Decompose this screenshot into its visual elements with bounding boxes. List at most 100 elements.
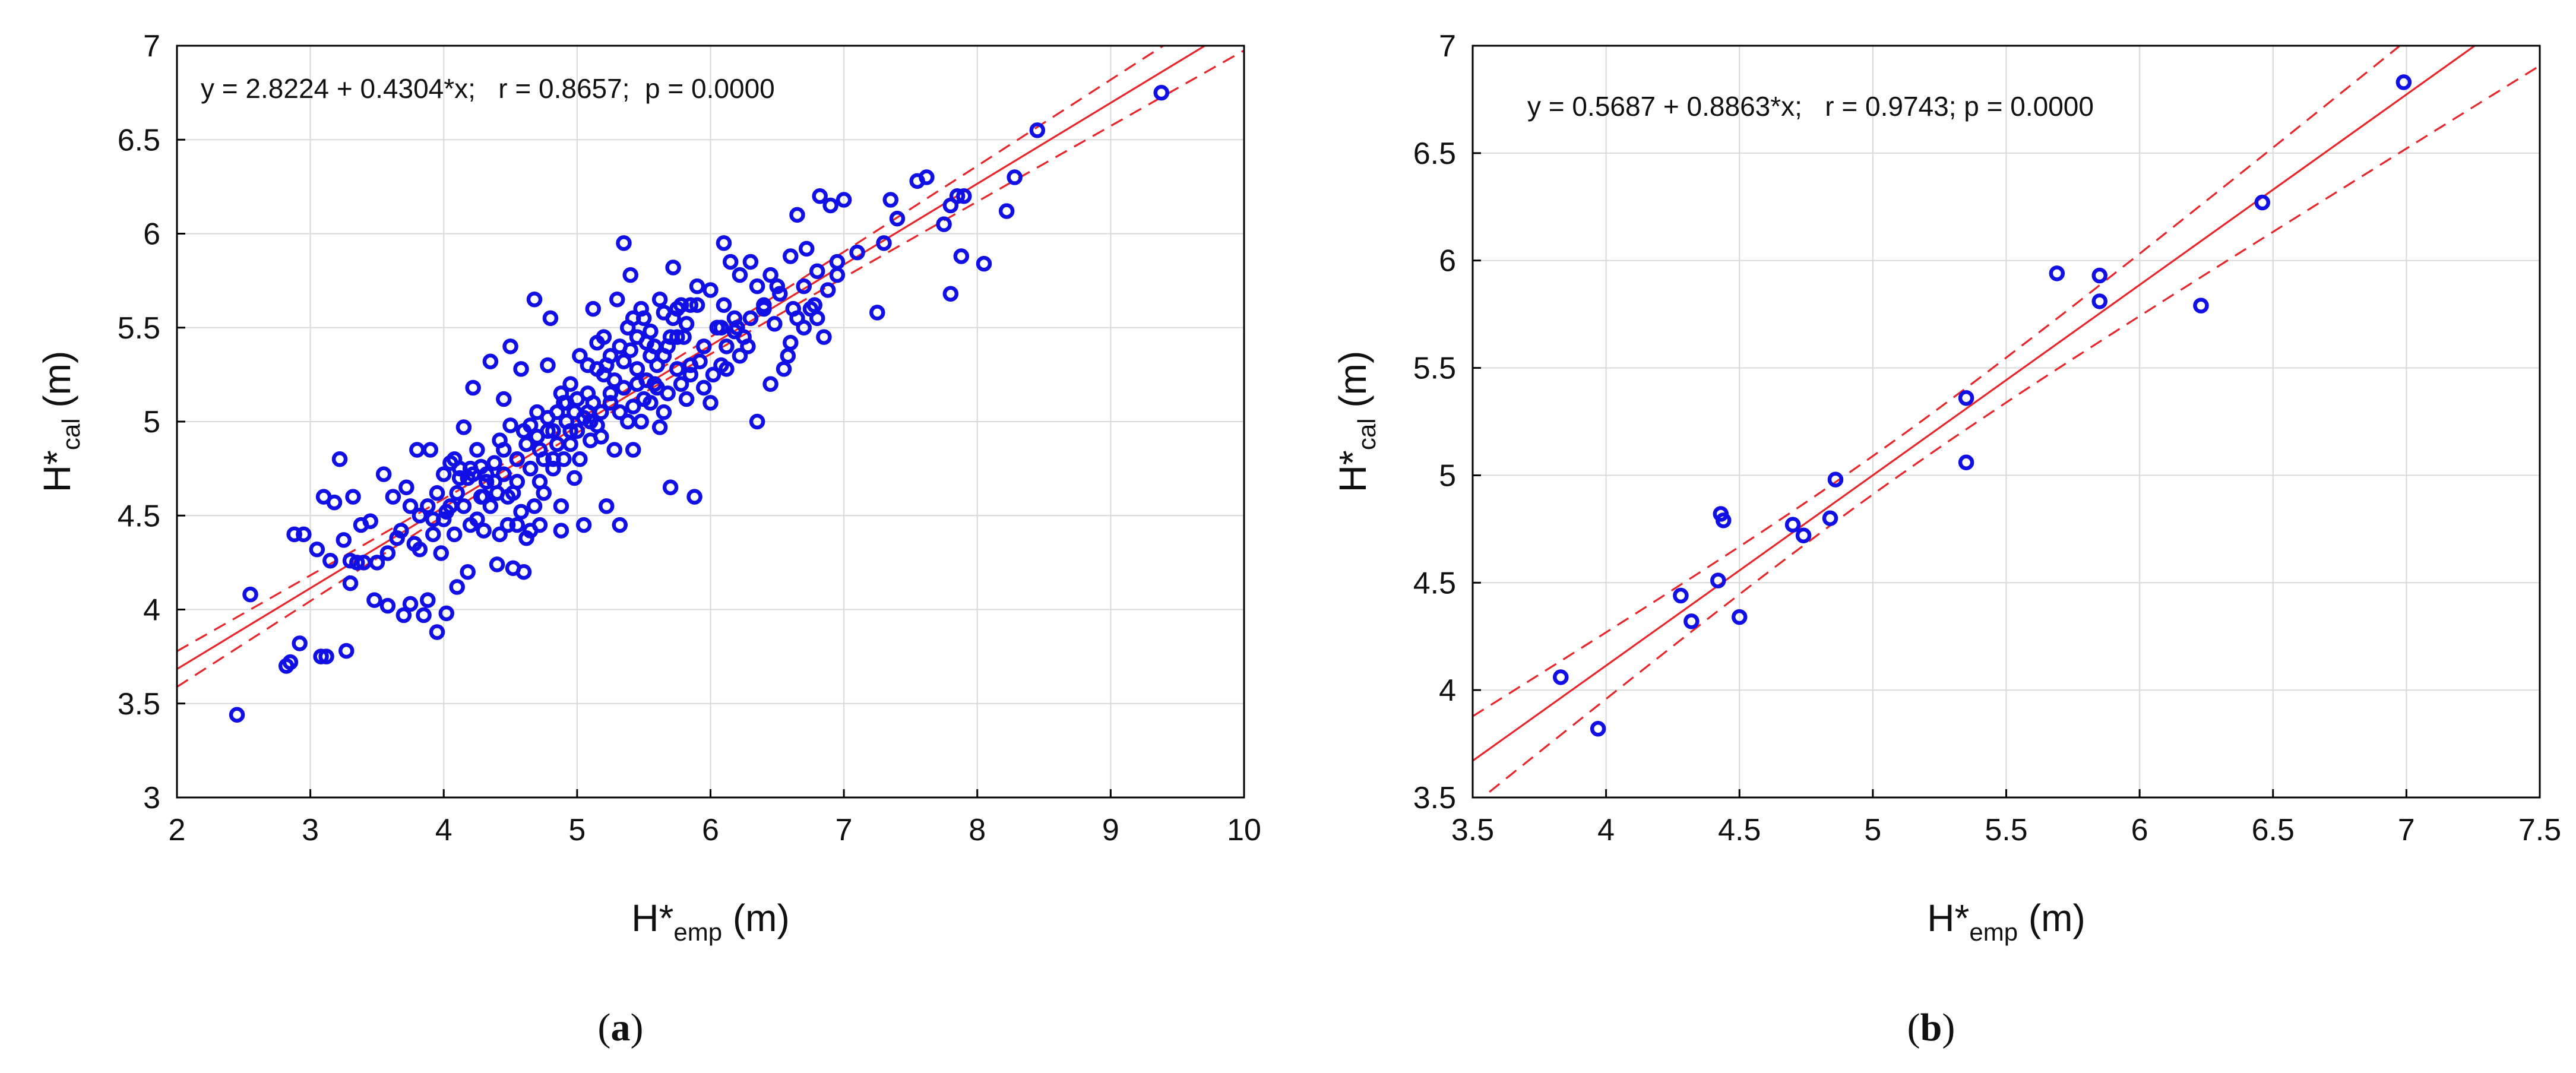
- data-point-a: [740, 338, 756, 354]
- data-point-a: [589, 334, 605, 351]
- data-point-a: [686, 489, 702, 505]
- data-point-a: [336, 532, 352, 548]
- x-tick-label-b: 3.5: [1451, 813, 1494, 847]
- data-point-a: [545, 423, 561, 439]
- data-point-a: [673, 376, 689, 392]
- data-point-a: [705, 366, 721, 383]
- data-point-a: [476, 489, 492, 505]
- data-point-a: [309, 541, 325, 558]
- x-axis-label-sub-a: emp: [673, 918, 722, 946]
- data-point-a: [732, 347, 748, 364]
- data-point-a: [689, 297, 705, 314]
- data-point-a: [732, 267, 748, 283]
- y-axis-label-sub-b: cal: [1353, 418, 1381, 450]
- data-point-b: [1710, 572, 1726, 588]
- panel-letter-a: a: [611, 1006, 631, 1049]
- data-point-a: [567, 470, 583, 486]
- equation-a: y = 2.8224 + 0.4304*x; r = 0.8657; p = 0…: [201, 73, 775, 104]
- data-point-a: [919, 169, 935, 185]
- data-point-a: [716, 235, 732, 251]
- data-point-a: [242, 586, 258, 603]
- data-point-a: [296, 526, 312, 543]
- data-point-a: [469, 442, 485, 458]
- x-tick-label-a: 4: [435, 813, 452, 847]
- data-point-a: [366, 592, 382, 608]
- data-point-a: [523, 460, 539, 477]
- data-point-a: [702, 395, 719, 411]
- data-point-a: [719, 361, 735, 377]
- y-tick-label-a: 5.5: [118, 311, 160, 346]
- data-point-a: [609, 292, 625, 308]
- data-point-a: [819, 282, 836, 298]
- data-point-a: [496, 442, 512, 458]
- data-point-a: [422, 442, 439, 458]
- data-point-a: [669, 361, 685, 377]
- data-point-a: [673, 297, 689, 314]
- data-point-a: [412, 541, 428, 558]
- data-point-a: [486, 455, 502, 471]
- data-point-a: [713, 319, 729, 335]
- y-tick-label-b: 4.5: [1413, 566, 1456, 600]
- data-point-a: [612, 517, 628, 533]
- x-tick-label-a: 9: [1102, 813, 1119, 847]
- data-point-a: [1153, 84, 1169, 101]
- data-point-a: [809, 263, 825, 280]
- ticks-b: 3.5 4 4.5 5 5.5 6 6.5 7 7.5 3.5 4 4.5 5 5.5 6 6.5 7: [1413, 29, 2561, 847]
- data-point-a: [772, 286, 788, 302]
- data-point-a: [876, 235, 892, 251]
- data-point-a: [489, 556, 505, 572]
- data-point-b: [2193, 297, 2209, 314]
- data-point-a: [375, 466, 392, 482]
- data-point-a: [616, 353, 632, 369]
- data-point-a: [286, 526, 302, 543]
- data-point-a: [433, 545, 450, 561]
- data-point-a: [455, 419, 472, 435]
- data-point-a: [292, 635, 308, 651]
- data-point-a: [936, 216, 952, 232]
- data-point-a: [436, 511, 452, 527]
- data-point-a: [476, 523, 492, 539]
- data-point-a: [956, 188, 972, 204]
- data-point-b: [1795, 527, 1812, 543]
- data-point-a: [542, 310, 559, 327]
- x-axis-label-a: H*emp (m): [631, 897, 790, 946]
- data-point-a: [349, 555, 365, 571]
- data-point-a: [509, 517, 526, 533]
- y-tick-label-a: 6.5: [118, 123, 160, 157]
- x-tick-label-b: 5: [1864, 813, 1881, 847]
- data-point-a: [438, 605, 454, 622]
- data-point-a: [682, 297, 699, 314]
- data-point-a: [451, 470, 468, 486]
- y-axis-label-b: H*cal (m): [1331, 351, 1381, 493]
- y-tick-label-b: 5: [1439, 458, 1456, 493]
- data-point-a: [616, 235, 632, 251]
- panel-label-a: (a): [598, 1006, 644, 1049]
- data-point-a: [762, 376, 779, 392]
- y-tick-label-b: 6: [1439, 244, 1456, 278]
- data-point-a: [509, 474, 526, 490]
- data-point-a: [602, 385, 619, 401]
- data-point-a: [502, 417, 518, 433]
- data-point-a: [502, 338, 518, 354]
- confidence-upper-b: [1473, 46, 2401, 717]
- data-point-a: [998, 203, 1015, 219]
- data-point-a: [412, 508, 428, 524]
- data-point-a: [602, 347, 619, 364]
- data-point-a: [569, 391, 586, 407]
- data-point-a: [515, 564, 532, 580]
- confidence-upper-a: [177, 46, 1165, 653]
- data-point-a: [882, 192, 898, 208]
- data-point-a: [385, 489, 401, 505]
- data-point-a: [635, 391, 652, 407]
- y-tick-label-a: 4: [143, 593, 160, 628]
- y-tick-label-b: 4: [1439, 673, 1456, 708]
- data-point-a: [643, 323, 659, 340]
- data-point-a: [402, 596, 419, 612]
- confidence-lower-a: [177, 49, 1244, 688]
- data-point-a: [651, 292, 668, 308]
- data-point-a: [689, 278, 705, 295]
- data-point-b: [2091, 267, 2107, 284]
- y-tick-label-b: 3.5: [1413, 781, 1456, 815]
